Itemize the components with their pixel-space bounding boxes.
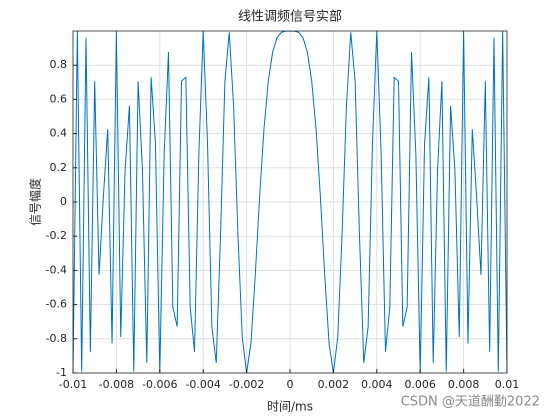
x-tick-label: 0.002 xyxy=(318,378,350,391)
x-axis-label: 时间/ms xyxy=(267,400,313,414)
x-tick-label: 0 xyxy=(287,378,294,391)
y-tick-label: -1 xyxy=(56,366,67,379)
y-tick-label: 0.2 xyxy=(50,161,68,174)
x-tick-label: 0.01 xyxy=(495,378,520,391)
x-tick-label: -0.006 xyxy=(142,378,177,391)
x-tick-label: -0.002 xyxy=(229,378,264,391)
y-tick-label: -0.4 xyxy=(46,263,67,276)
watermark: CSDN @天道酬勤2022 xyxy=(401,395,540,410)
signal-line xyxy=(73,31,507,373)
plot xyxy=(73,31,507,373)
x-tick-label: 0.006 xyxy=(404,378,436,391)
y-tick-label: 0.8 xyxy=(50,58,68,71)
y-tick-label: -0.2 xyxy=(46,229,67,242)
x-tick-label: 0.004 xyxy=(361,378,393,391)
y-tick-label: 0.4 xyxy=(50,127,68,140)
chart-title: 线性调频信号实部 xyxy=(238,10,342,25)
y-axis-label: 信号幅度 xyxy=(28,178,43,226)
x-tick-label: -0.008 xyxy=(99,378,134,391)
y-tick-label: 0.6 xyxy=(50,92,68,105)
x-tick-label: 0.008 xyxy=(448,378,480,391)
y-tick-label: -0.8 xyxy=(46,332,67,345)
x-tick-label: -0.01 xyxy=(59,378,87,391)
x-tick-label: -0.004 xyxy=(185,378,220,391)
y-tick-label: 0 xyxy=(60,195,67,208)
y-tick-label: -0.6 xyxy=(46,298,67,311)
